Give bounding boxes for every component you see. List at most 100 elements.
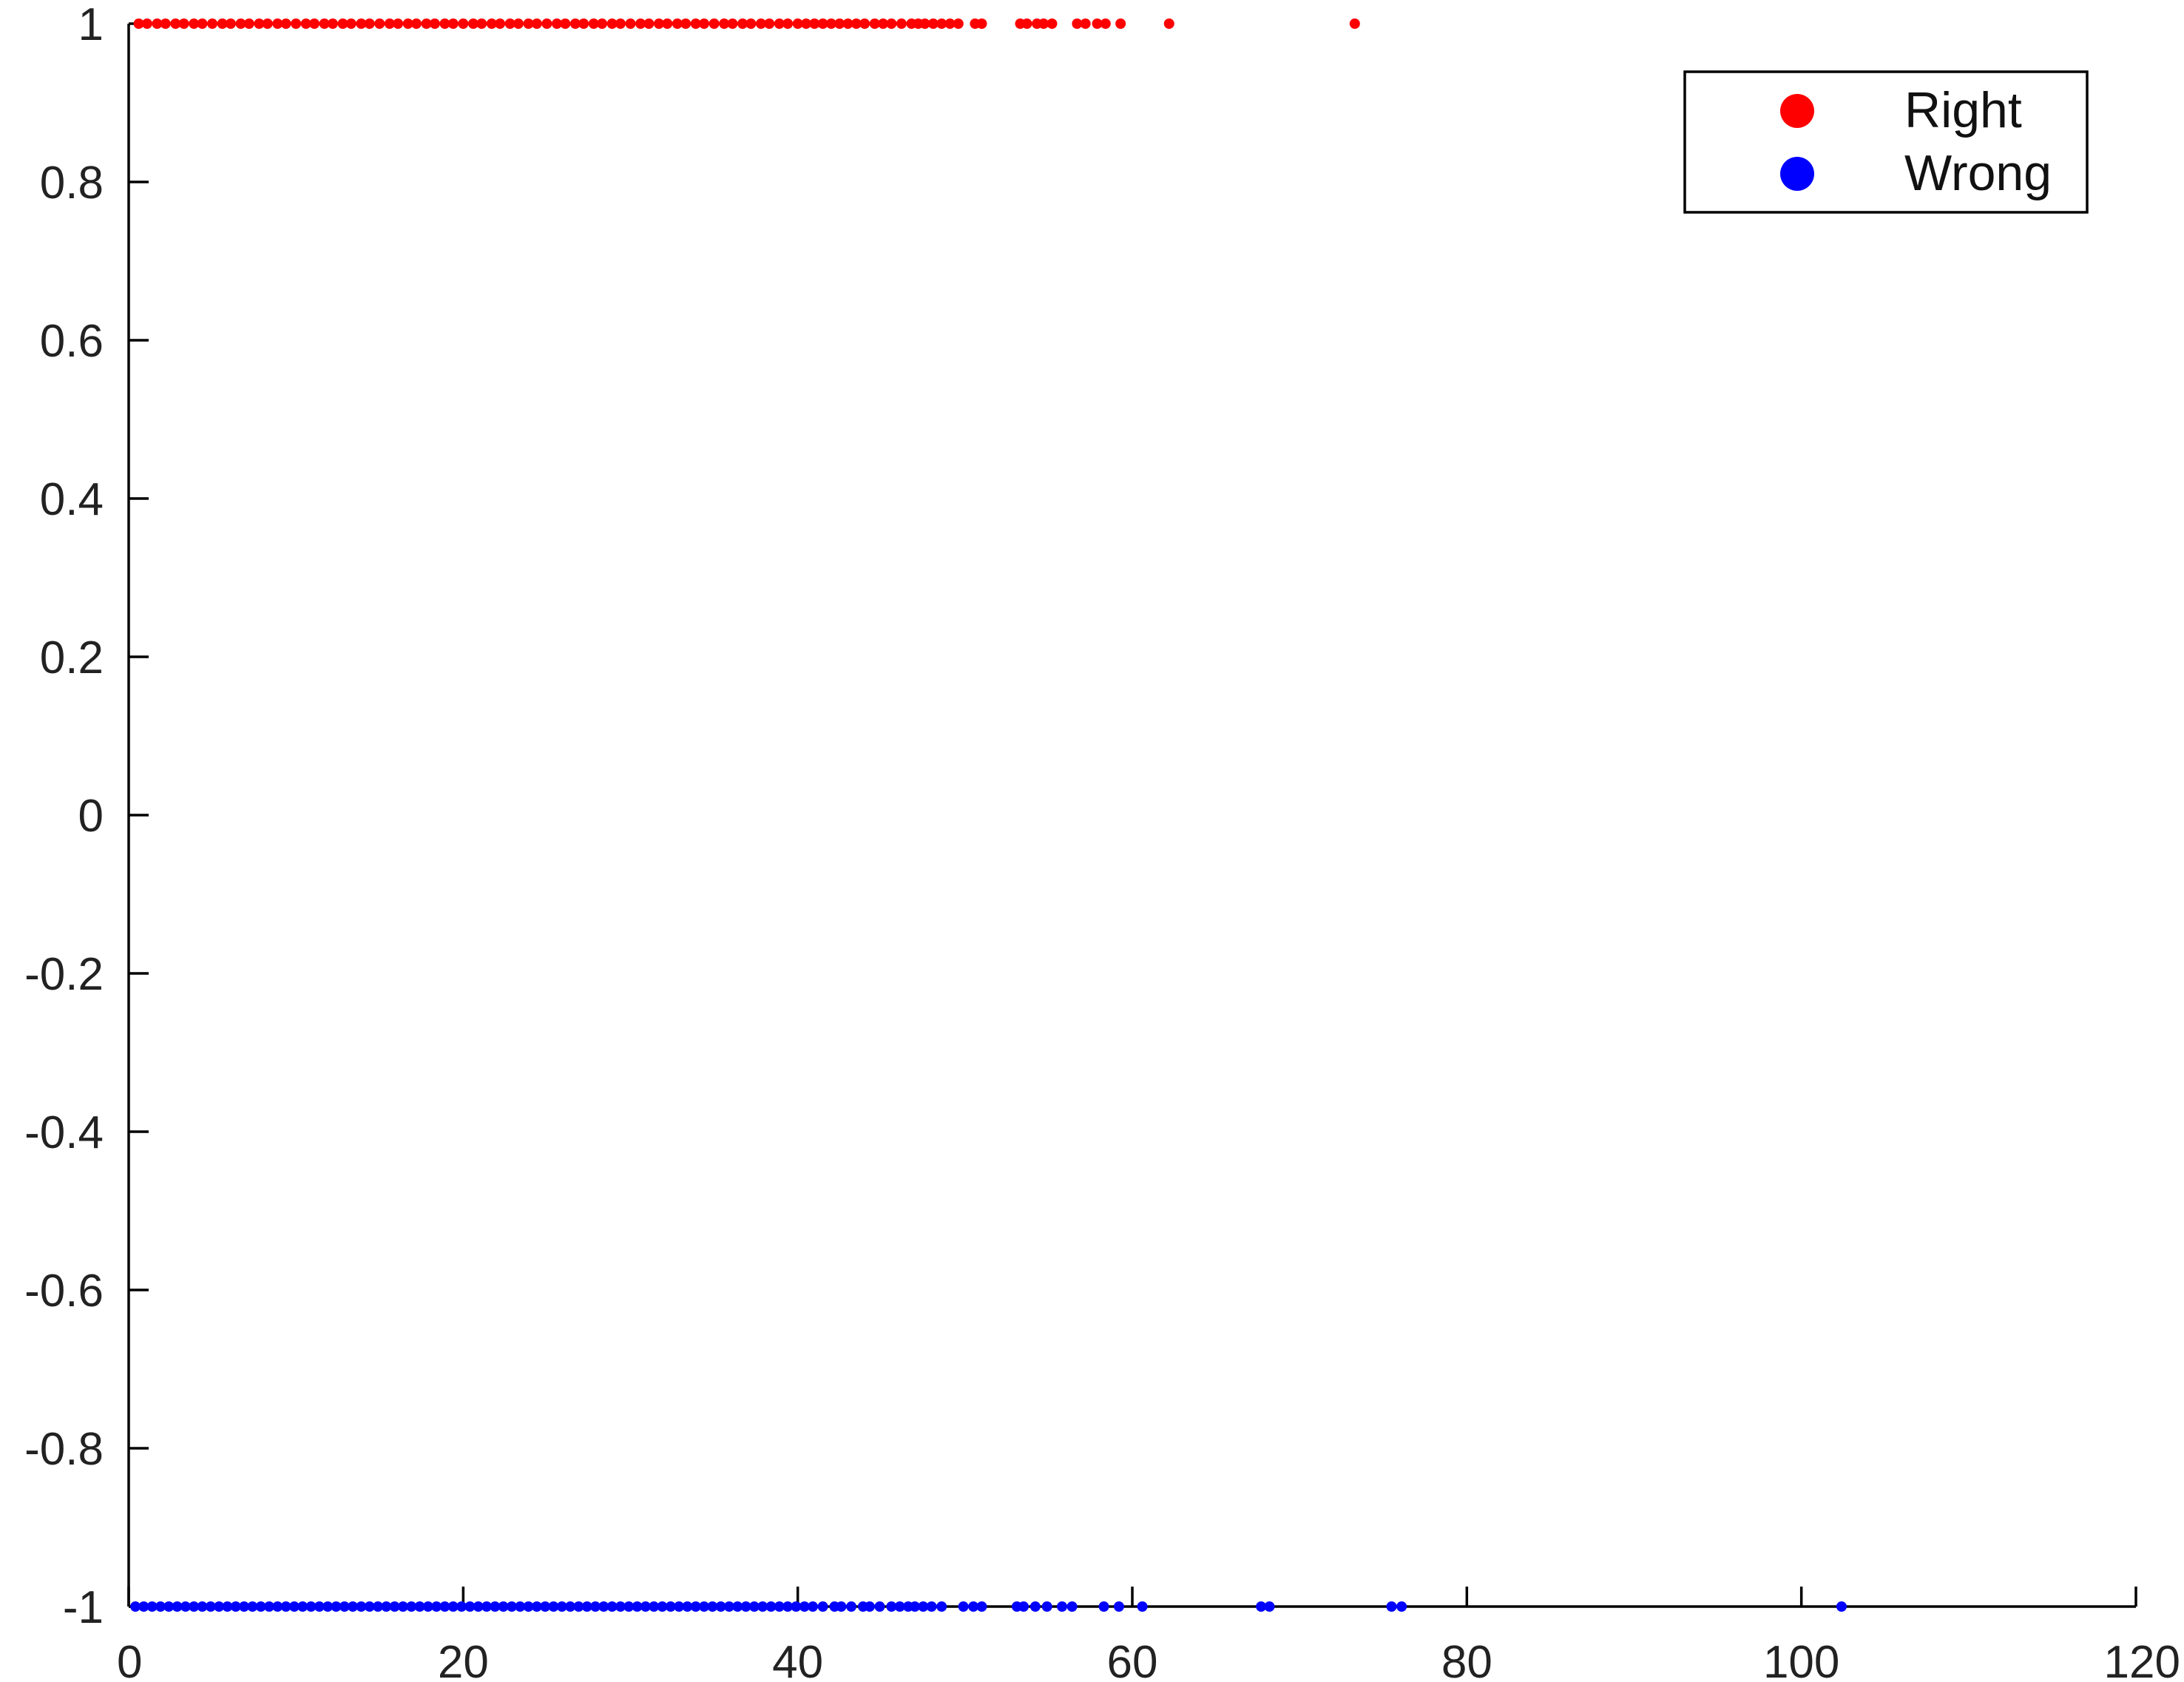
legend-marker-right: [1780, 94, 1814, 128]
data-point-wrong: [523, 1601, 534, 1612]
data-point-wrong: [498, 1601, 509, 1612]
y-tick-label: -0.8: [24, 1424, 104, 1475]
data-point-wrong: [280, 1601, 291, 1612]
legend-box: [1683, 70, 2089, 214]
data-point-wrong: [699, 1601, 710, 1612]
data-point-right: [944, 18, 956, 29]
data-point-right: [291, 18, 302, 29]
data-point-wrong: [674, 1601, 685, 1612]
data-point-wrong: [748, 1601, 760, 1612]
data-point-right: [1080, 18, 1091, 29]
y-tick-label: -0.4: [24, 1107, 104, 1158]
data-point-right: [467, 18, 479, 29]
y-tick-label: -1: [63, 1582, 104, 1633]
data-point-right: [402, 18, 413, 29]
data-point-wrong: [322, 1601, 334, 1612]
x-tick-label: 40: [772, 1637, 823, 1682]
data-point-wrong: [565, 1601, 576, 1612]
data-point-wrong: [406, 1601, 417, 1612]
data-points: [130, 18, 1847, 1612]
data-point-wrong: [381, 1601, 392, 1612]
data-point-wrong: [197, 1601, 208, 1612]
series-right: [133, 18, 1360, 29]
y-tick-label: 0: [78, 791, 104, 842]
data-point-right: [936, 18, 947, 29]
data-point-wrong: [389, 1601, 400, 1612]
data-point-wrong: [397, 1601, 408, 1612]
data-point-right: [141, 18, 152, 29]
data-point-right: [764, 18, 775, 29]
data-point-right: [486, 18, 497, 29]
data-point-right: [345, 18, 356, 29]
data-point-right: [976, 18, 987, 29]
data-point-wrong: [936, 1601, 947, 1612]
data-point-right: [851, 18, 862, 29]
data-point-wrong: [515, 1601, 526, 1612]
y-tick-label: -0.6: [24, 1266, 104, 1317]
data-point-wrong: [305, 1601, 317, 1612]
data-point-right: [597, 18, 608, 29]
data-point-wrong: [230, 1601, 241, 1612]
data-point-wrong: [222, 1601, 233, 1612]
data-point-right: [280, 18, 291, 29]
data-point-right: [1100, 18, 1111, 29]
data-point-right: [421, 18, 432, 29]
data-point-wrong: [288, 1601, 300, 1612]
data-point-wrong: [623, 1601, 635, 1612]
axes: [127, 24, 2136, 1608]
data-point-wrong: [968, 1601, 979, 1612]
data-point-wrong: [447, 1601, 459, 1612]
data-point-wrong: [1396, 1601, 1407, 1612]
data-point-wrong: [1386, 1601, 1397, 1612]
data-point-wrong: [836, 1601, 847, 1612]
data-point-right: [1047, 18, 1058, 29]
data-point-wrong: [1264, 1601, 1275, 1612]
data-point-right: [569, 18, 581, 29]
data-point-wrong: [490, 1601, 501, 1612]
data-point-wrong: [590, 1601, 601, 1612]
data-point-right: [217, 18, 228, 29]
data-point-wrong: [372, 1601, 383, 1612]
data-point-right: [1021, 18, 1032, 29]
data-point-right: [919, 18, 930, 29]
data-point-right: [495, 18, 506, 29]
data-point-wrong: [473, 1601, 484, 1612]
data-point-wrong: [1030, 1601, 1041, 1612]
data-point-wrong: [155, 1601, 166, 1612]
data-point-right: [774, 18, 785, 29]
data-point-wrong: [540, 1601, 551, 1612]
data-point-wrong: [314, 1601, 325, 1612]
data-point-right: [523, 18, 534, 29]
data-point-right: [699, 18, 710, 29]
data-point-wrong: [422, 1601, 433, 1612]
data-point-right: [643, 18, 655, 29]
data-point-wrong: [138, 1601, 149, 1612]
data-point-wrong: [846, 1601, 857, 1612]
data-point-right: [615, 18, 626, 29]
data-point-right: [672, 18, 683, 29]
data-point-right: [429, 18, 440, 29]
data-point-right: [869, 18, 880, 29]
data-point-wrong: [715, 1601, 726, 1612]
data-point-right: [513, 18, 524, 29]
data-point-wrong: [958, 1601, 969, 1612]
data-point-right: [859, 18, 870, 29]
data-point-right: [309, 18, 320, 29]
data-point-wrong: [364, 1601, 375, 1612]
data-point-wrong: [356, 1601, 367, 1612]
data-point-wrong: [456, 1601, 467, 1612]
data-point-wrong: [481, 1601, 492, 1612]
data-point-wrong: [665, 1601, 676, 1612]
data-point-right: [1072, 18, 1083, 29]
data-point-wrong: [1256, 1601, 1267, 1612]
data-point-right: [447, 18, 459, 29]
data-point-right: [411, 18, 422, 29]
data-point-right: [476, 18, 487, 29]
data-point-right: [1092, 18, 1103, 29]
data-point-right: [886, 18, 897, 29]
data-point-right: [792, 18, 803, 29]
data-point-right: [356, 18, 367, 29]
data-point-wrong: [297, 1601, 308, 1612]
data-point-wrong: [1098, 1601, 1109, 1612]
data-point-right: [319, 18, 330, 29]
